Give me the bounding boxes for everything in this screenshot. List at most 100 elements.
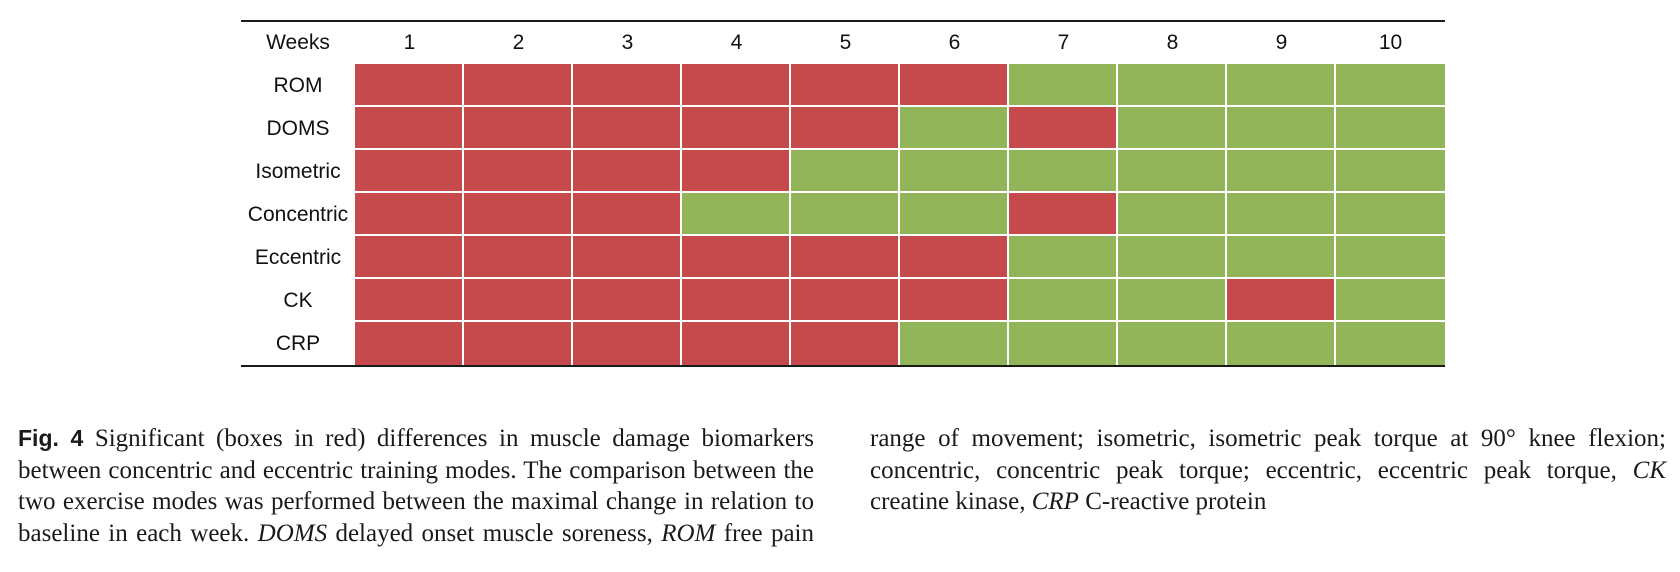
caption-text: Significant (boxes in red) differences i… — [18, 425, 814, 547]
heatmap-cell-significant — [682, 150, 791, 193]
heatmap-cell-significant — [682, 107, 791, 150]
week-column-label: 1 — [403, 31, 416, 54]
caption-abbr-crp: CRP — [1031, 488, 1079, 515]
heatmap-cell-not-significant — [1118, 107, 1227, 150]
week-column-label: 8 — [1166, 31, 1179, 54]
week-column-label: 4 — [730, 31, 743, 54]
heatmap-cell-not-significant — [1118, 64, 1227, 107]
caption-abbr-rom: ROM — [661, 519, 716, 547]
heatmap-cell-significant — [1227, 279, 1336, 322]
biomarker-label: Concentric — [247, 202, 349, 226]
heatmap-cell-significant — [464, 193, 573, 236]
heatmap-cell-not-significant — [900, 107, 1009, 150]
caption-text: free pain range of movement; isometric, … — [715, 425, 1666, 547]
heatmap-cell-significant — [355, 64, 464, 107]
heatmap-cell-not-significant — [1336, 279, 1445, 322]
biomarker-label: ROM — [273, 73, 323, 97]
heatmap-table: Weeks 1 2 3 4 5 6 7 8 9 10 ROM DOMS Isometric Concen… — [241, 20, 1445, 367]
heatmap-cell-not-significant — [1336, 107, 1445, 150]
heatmap-cell-significant — [573, 236, 682, 279]
heatmap-cell-significant — [1009, 193, 1118, 236]
heatmap-cell-significant — [573, 193, 682, 236]
heatmap-cell-not-significant — [1009, 150, 1118, 193]
biomarker-row: ROM — [241, 64, 1445, 107]
heatmap-cell-significant — [355, 193, 464, 236]
heatmap-cell-not-significant — [900, 322, 1009, 365]
heatmap-cell-not-significant — [1227, 236, 1336, 279]
heatmap-cell-not-significant — [900, 193, 1009, 236]
heatmap-cell-not-significant — [1227, 193, 1336, 236]
weeks-header-label: Weeks — [266, 31, 330, 54]
biomarker-row: DOMS — [241, 107, 1445, 150]
heatmap-cell-significant — [1009, 107, 1118, 150]
heatmap-cell-significant — [355, 107, 464, 150]
heatmap-cell-significant — [464, 236, 573, 279]
heatmap-cell-not-significant — [1227, 64, 1336, 107]
heatmap-cell-significant — [791, 107, 900, 150]
biomarker-row: CRP — [241, 322, 1445, 365]
heatmap-cell-not-significant — [682, 193, 791, 236]
week-column-label: 10 — [1378, 31, 1403, 54]
heatmap-cell-significant — [791, 279, 900, 322]
heatmap-cell-significant — [355, 279, 464, 322]
biomarker-label: CRP — [275, 331, 321, 355]
heatmap-cell-significant — [791, 236, 900, 279]
biomarker-row: Eccentric — [241, 236, 1445, 279]
heatmap-body: ROM DOMS Isometric Concentric Eccentric CK CRP — [241, 64, 1445, 365]
caption-abbr-doms: DOMS — [257, 519, 328, 547]
biomarker-row: CK — [241, 279, 1445, 322]
heatmap-cell-significant — [573, 64, 682, 107]
heatmap-cell-not-significant — [1336, 150, 1445, 193]
week-column-label: 7 — [1057, 31, 1070, 54]
biomarker-label: Isometric — [255, 159, 341, 183]
heatmap-cell-significant — [464, 279, 573, 322]
caption-text: C-reactive protein — [1078, 488, 1267, 515]
figure-caption: Fig. 4 Significant (boxes in red) differ… — [18, 423, 1666, 549]
heatmap-cell-not-significant — [1009, 64, 1118, 107]
heatmap-cell-not-significant — [791, 150, 900, 193]
biomarker-label: Eccentric — [254, 245, 342, 269]
heatmap-cell-not-significant — [1009, 322, 1118, 365]
heatmap-cell-significant — [900, 236, 1009, 279]
heatmap-cell-not-significant — [1336, 236, 1445, 279]
caption-abbr-ck: CK — [1632, 456, 1666, 484]
caption-paragraph: Fig. 4 Significant (boxes in red) differ… — [18, 423, 1666, 549]
heatmap-cell-not-significant — [900, 150, 1009, 193]
heatmap-cell-not-significant — [1336, 64, 1445, 107]
heatmap-cell-significant — [573, 107, 682, 150]
caption-text: creatine kinase, — [870, 488, 1032, 515]
heatmap-cell-significant — [464, 107, 573, 150]
heatmap-cell-not-significant — [1009, 236, 1118, 279]
heatmap-cell-significant — [573, 279, 682, 322]
heatmap-cell-significant — [791, 64, 900, 107]
heatmap-cell-not-significant — [1227, 107, 1336, 150]
week-column-label: 5 — [839, 31, 852, 54]
week-header-row: Weeks 1 2 3 4 5 6 7 8 9 10 — [241, 22, 1445, 64]
heatmap-cell-significant — [464, 150, 573, 193]
week-column-label: 2 — [512, 31, 525, 54]
heatmap-cell-not-significant — [1118, 322, 1227, 365]
heatmap-cell-significant — [900, 64, 1009, 107]
heatmap-cell-not-significant — [1118, 236, 1227, 279]
heatmap-cell-significant — [900, 279, 1009, 322]
biomarker-label: DOMS — [266, 116, 330, 140]
heatmap-cell-significant — [464, 322, 573, 365]
week-column-label: 9 — [1275, 31, 1288, 54]
heatmap-cell-significant — [355, 150, 464, 193]
heatmap-cell-significant — [682, 236, 791, 279]
biomarker-row: Concentric — [241, 193, 1445, 236]
heatmap-cell-significant — [464, 64, 573, 107]
biomarker-row: Isometric — [241, 150, 1445, 193]
week-column-label: 6 — [948, 31, 961, 54]
heatmap-cell-significant — [682, 64, 791, 107]
biomarker-label: CK — [283, 288, 313, 312]
heatmap-cell-significant — [682, 322, 791, 365]
heatmap-cell-not-significant — [1336, 322, 1445, 365]
heatmap-cell-not-significant — [1336, 193, 1445, 236]
heatmap-cell-not-significant — [791, 193, 900, 236]
heatmap-cell-significant — [355, 236, 464, 279]
heatmap-cell-significant — [355, 322, 464, 365]
heatmap-cell-not-significant — [1227, 150, 1336, 193]
heatmap-cell-not-significant — [1118, 279, 1227, 322]
heatmap-cell-not-significant — [1118, 150, 1227, 193]
